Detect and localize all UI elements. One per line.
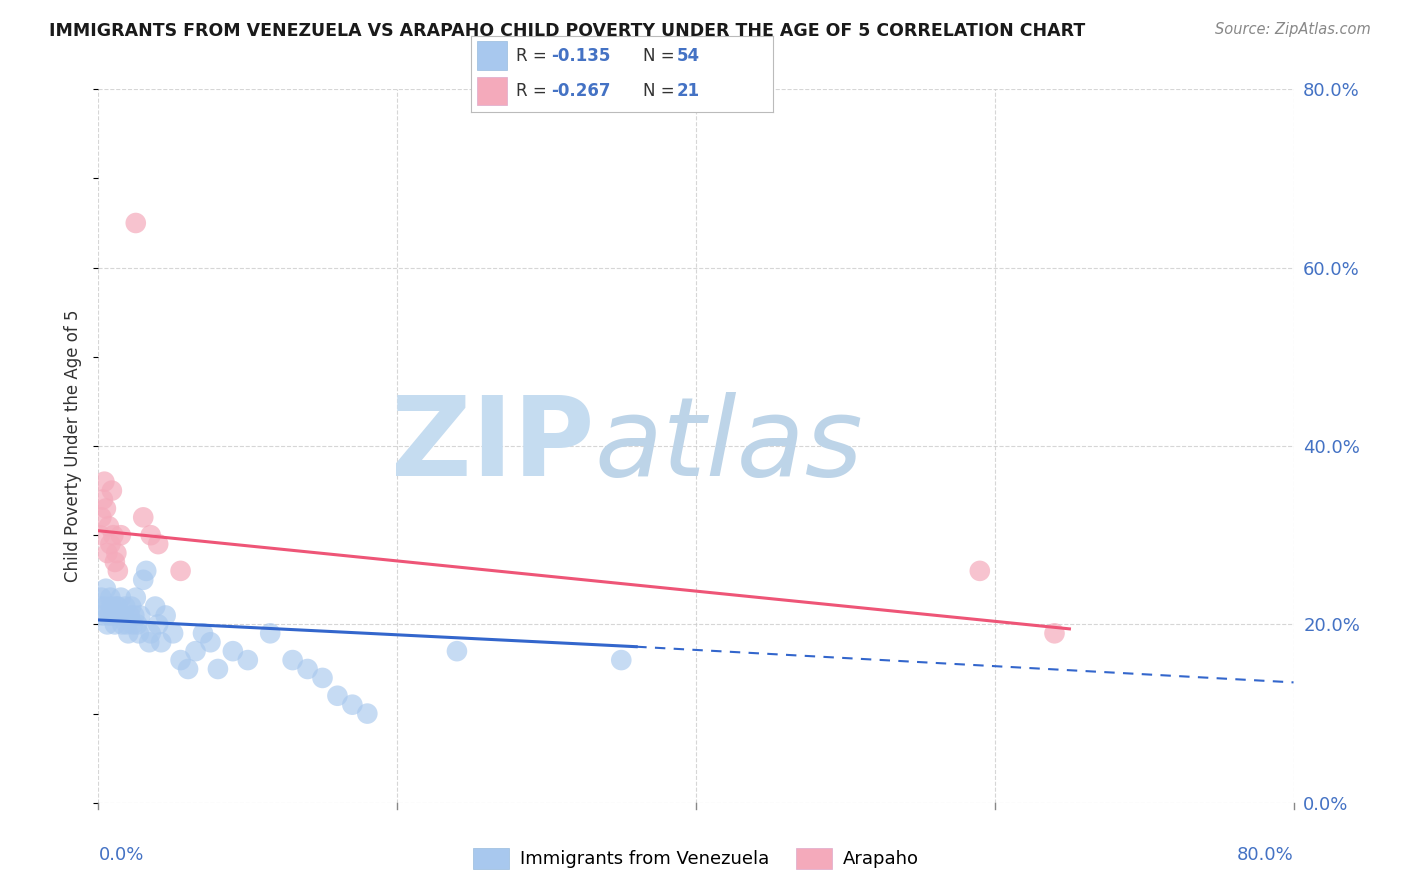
- Point: [169, 653, 191, 667]
- Text: Source: ZipAtlas.com: Source: ZipAtlas.com: [1215, 22, 1371, 37]
- Point: [108, 608, 131, 623]
- Point: [105, 546, 128, 560]
- Point: [114, 599, 136, 614]
- Point: [120, 599, 142, 614]
- Point: [177, 662, 200, 676]
- Point: [155, 608, 177, 623]
- Point: [150, 635, 173, 649]
- Text: R =: R =: [516, 47, 547, 65]
- Point: [138, 635, 160, 649]
- Point: [124, 608, 146, 623]
- Point: [128, 626, 150, 640]
- Text: 0.0%: 0.0%: [98, 846, 143, 863]
- Point: [89, 599, 111, 614]
- Point: [110, 528, 132, 542]
- Point: [117, 626, 139, 640]
- Point: [356, 706, 378, 721]
- Point: [103, 528, 125, 542]
- Point: [96, 546, 118, 560]
- Point: [103, 608, 125, 623]
- Point: [115, 617, 138, 632]
- Text: -0.267: -0.267: [551, 82, 610, 100]
- Point: [89, 528, 111, 542]
- Point: [259, 626, 281, 640]
- Point: [112, 608, 135, 623]
- Point: [236, 653, 259, 667]
- Point: [184, 644, 207, 658]
- Point: [148, 617, 170, 632]
- Point: [200, 635, 222, 649]
- Text: 54: 54: [676, 47, 700, 65]
- Text: N =: N =: [644, 82, 675, 100]
- Point: [127, 617, 149, 632]
- Text: atlas: atlas: [595, 392, 863, 500]
- Text: IMMIGRANTS FROM VENEZUELA VS ARAPAHO CHILD POVERTY UNDER THE AGE OF 5 CORRELATIO: IMMIGRANTS FROM VENEZUELA VS ARAPAHO CHI…: [49, 22, 1085, 40]
- Text: 21: 21: [676, 82, 700, 100]
- Point: [169, 564, 191, 578]
- Point: [97, 519, 120, 533]
- Point: [135, 564, 157, 578]
- Point: [104, 555, 127, 569]
- Point: [118, 608, 141, 623]
- Text: -0.135: -0.135: [551, 47, 610, 65]
- Point: [100, 591, 122, 605]
- Point: [281, 653, 304, 667]
- Point: [129, 608, 152, 623]
- Point: [143, 599, 166, 614]
- Point: [90, 591, 112, 605]
- Point: [969, 564, 991, 578]
- Point: [90, 510, 112, 524]
- Point: [105, 599, 128, 614]
- Point: [297, 662, 319, 676]
- Text: N =: N =: [644, 47, 675, 65]
- Point: [222, 644, 245, 658]
- Y-axis label: Child Poverty Under the Age of 5: Child Poverty Under the Age of 5: [65, 310, 83, 582]
- Point: [132, 573, 155, 587]
- Point: [91, 492, 114, 507]
- Point: [132, 510, 155, 524]
- Point: [93, 599, 115, 614]
- Point: [610, 653, 633, 667]
- Point: [207, 662, 229, 676]
- Point: [96, 617, 118, 632]
- Point: [148, 537, 170, 551]
- Point: [139, 626, 162, 640]
- Point: [101, 599, 124, 614]
- Point: [139, 528, 162, 542]
- FancyBboxPatch shape: [477, 77, 508, 105]
- Point: [101, 483, 124, 498]
- Point: [107, 599, 129, 614]
- Point: [94, 501, 117, 516]
- Text: 80.0%: 80.0%: [1237, 846, 1294, 863]
- Point: [97, 608, 120, 623]
- FancyBboxPatch shape: [477, 41, 508, 70]
- Point: [162, 626, 184, 640]
- Legend: Immigrants from Venezuela, Arapaho: Immigrants from Venezuela, Arapaho: [465, 840, 927, 876]
- Point: [94, 582, 117, 596]
- Point: [326, 689, 349, 703]
- Point: [93, 475, 115, 489]
- Point: [104, 617, 127, 632]
- Text: ZIP: ZIP: [391, 392, 595, 500]
- Point: [1043, 626, 1066, 640]
- Text: R =: R =: [516, 82, 547, 100]
- Point: [342, 698, 364, 712]
- Point: [125, 216, 148, 230]
- Point: [100, 537, 122, 551]
- Point: [191, 626, 214, 640]
- Point: [121, 617, 143, 632]
- Point: [311, 671, 333, 685]
- Point: [111, 617, 134, 632]
- Point: [110, 591, 132, 605]
- Point: [107, 564, 129, 578]
- Point: [125, 591, 148, 605]
- Point: [446, 644, 468, 658]
- Point: [91, 608, 114, 623]
